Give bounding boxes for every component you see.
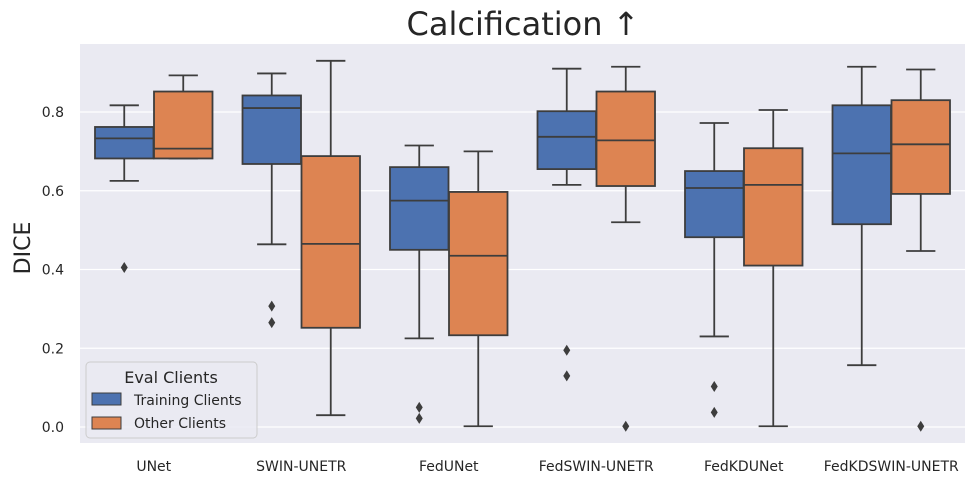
outlier-point [415, 412, 423, 424]
x-tick-labels: UNet SWIN-UNETR FedUNet FedSWIN-UNETR FedKDU… [136, 459, 959, 475]
x-tick-label: SWIN-UNETR [256, 459, 347, 475]
x-tick-label: FedKDSWIN-UNETR [824, 459, 959, 475]
outlier-point [120, 262, 128, 274]
legend-label-other-clients: Other Clients [134, 416, 226, 432]
box-group [684, 122, 745, 418]
y-axis-title: DICE [11, 222, 36, 275]
outlier-point [563, 344, 571, 356]
box-iqr [595, 90, 656, 187]
outlier-point [710, 406, 718, 418]
box-group [536, 67, 597, 382]
box-group [595, 65, 656, 432]
box-group [300, 59, 361, 417]
box-iqr [389, 166, 450, 251]
box-iqr [684, 170, 745, 239]
box-group [389, 144, 450, 424]
y-tick-labels: 0.0 0.2 0.4 0.6 0.8 [42, 105, 64, 436]
legend-title: Eval Clients [124, 368, 218, 387]
x-tick-label: FedKDUNet [704, 459, 784, 475]
chart-title: Calcification ↑ [407, 5, 640, 43]
outlier-point [268, 317, 276, 329]
box-iqr [448, 191, 509, 337]
box-group [890, 68, 951, 432]
legend-label-training-clients: Training Clients [133, 393, 242, 409]
legend: Eval Clients Training Clients Other Clie… [85, 361, 258, 439]
box-iqr [241, 94, 302, 165]
y-tick-label: 0.2 [42, 341, 64, 357]
outlier-point [563, 370, 571, 382]
box-iqr [300, 155, 361, 329]
x-tick-label: UNet [136, 459, 171, 475]
outlier-point [917, 420, 925, 432]
box-group [241, 72, 302, 329]
box-group [448, 150, 509, 428]
legend-frame [85, 361, 258, 439]
box-group [743, 109, 804, 428]
box-group [831, 65, 892, 367]
box-group [153, 74, 214, 160]
outlier-point [622, 420, 630, 432]
y-tick-label: 0.4 [42, 263, 64, 279]
box-iqr [536, 110, 597, 170]
box-group [94, 104, 155, 274]
box-iqr [153, 90, 214, 160]
legend-swatch-other-clients [91, 416, 122, 430]
y-tick-label: 0.8 [42, 105, 64, 121]
outlier-point [268, 300, 276, 312]
outlier-point [415, 401, 423, 413]
legend-swatch-training-clients [91, 392, 122, 406]
box-iqr [743, 147, 804, 267]
y-tick-label: 0.0 [42, 420, 64, 436]
box-iqr [831, 104, 892, 226]
x-tick-label: FedSWIN-UNETR [539, 459, 654, 475]
box-iqr [94, 126, 155, 160]
box-series [94, 59, 951, 432]
y-tick-label: 0.6 [42, 184, 64, 200]
box-iqr [890, 99, 951, 195]
outlier-point [710, 380, 718, 392]
x-tick-label: FedUNet [419, 459, 479, 475]
